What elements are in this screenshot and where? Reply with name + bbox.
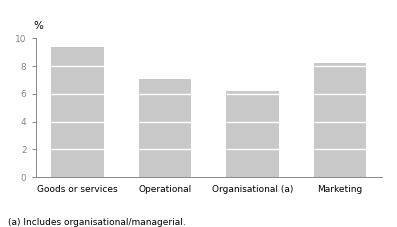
Text: (a) Includes organisational/managerial.: (a) Includes organisational/managerial. — [8, 218, 186, 227]
Bar — [314, 63, 366, 177]
Text: %: % — [34, 21, 44, 31]
Bar — [139, 79, 191, 177]
Bar — [226, 91, 279, 177]
Bar — [51, 47, 104, 177]
